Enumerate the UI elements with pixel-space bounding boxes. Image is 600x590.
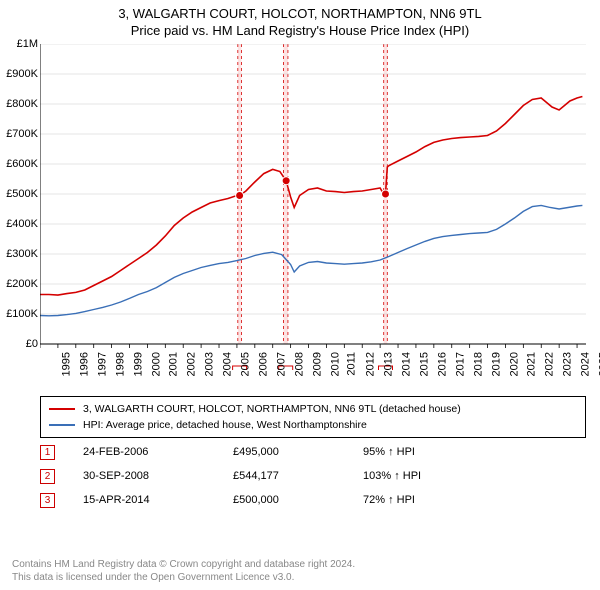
x-tick-label: 2008 [293, 352, 305, 376]
y-tick-label: £0 [4, 338, 38, 350]
x-tick-label: 2000 [150, 352, 162, 376]
x-tick-label: 2010 [329, 352, 341, 376]
y-tick-label: £300K [4, 248, 38, 260]
y-tick-label: £800K [4, 98, 38, 110]
legend-swatch-property [49, 408, 75, 410]
x-tick-label: 2012 [365, 352, 377, 376]
marker-badge-1: 1 [40, 445, 55, 460]
x-tick-label: 2003 [204, 352, 216, 376]
legend-text-property: 3, WALGARTH COURT, HOLCOT, NORTHAMPTON, … [83, 403, 461, 415]
transaction-hpi: 72% ↑ HPI [363, 494, 513, 506]
footer-attribution: Contains HM Land Registry data © Crown c… [12, 558, 355, 584]
y-tick-label: £900K [4, 68, 38, 80]
x-tick-label: 2006 [257, 352, 269, 376]
x-tick-label: 1997 [96, 352, 108, 376]
x-tick-label: 2013 [383, 352, 395, 376]
transaction-table: 1 24-FEB-2006 £495,000 95% ↑ HPI 2 30-SE… [40, 440, 586, 512]
transaction-price: £500,000 [233, 494, 363, 506]
x-tick-label: 2022 [544, 352, 556, 376]
x-tick-label: 2014 [401, 352, 413, 376]
chart-svg: 123 [40, 44, 586, 370]
legend-box: 3, WALGARTH COURT, HOLCOT, NORTHAMPTON, … [40, 396, 586, 438]
footer-line1: Contains HM Land Registry data © Crown c… [12, 558, 355, 571]
y-tick-label: £400K [4, 218, 38, 230]
transaction-date: 24-FEB-2006 [83, 446, 233, 458]
y-tick-label: £200K [4, 278, 38, 290]
y-tick-label: £100K [4, 308, 38, 320]
x-tick-label: 2004 [222, 352, 234, 376]
legend-text-hpi: HPI: Average price, detached house, West… [83, 419, 367, 431]
x-tick-label: 2007 [275, 352, 287, 376]
x-tick-label: 2016 [436, 352, 448, 376]
x-tick-label: 2020 [508, 352, 520, 376]
title-subtitle: Price paid vs. HM Land Registry's House … [0, 23, 600, 38]
title-address: 3, WALGARTH COURT, HOLCOT, NORTHAMPTON, … [0, 6, 600, 21]
y-tick-label: £500K [4, 188, 38, 200]
legend-row-property: 3, WALGARTH COURT, HOLCOT, NORTHAMPTON, … [49, 401, 577, 417]
transaction-hpi: 103% ↑ HPI [363, 470, 513, 482]
transaction-hpi: 95% ↑ HPI [363, 446, 513, 458]
x-tick-label: 2011 [346, 352, 358, 376]
x-tick-label: 1999 [132, 352, 144, 376]
transaction-price: £495,000 [233, 446, 363, 458]
y-tick-label: £700K [4, 128, 38, 140]
transaction-row: 1 24-FEB-2006 £495,000 95% ↑ HPI [40, 440, 586, 464]
x-tick-label: 2002 [186, 352, 198, 376]
transaction-date: 15-APR-2014 [83, 494, 233, 506]
x-tick-label: 2017 [454, 352, 466, 376]
legend-row-hpi: HPI: Average price, detached house, West… [49, 417, 577, 433]
marker-badge-3: 3 [40, 493, 55, 508]
y-tick-label: £1M [4, 38, 38, 50]
x-tick-label: 2015 [419, 352, 431, 376]
footer-line2: This data is licensed under the Open Gov… [12, 571, 355, 584]
x-tick-label: 1996 [78, 352, 90, 376]
x-tick-label: 2018 [472, 352, 484, 376]
x-tick-label: 2024 [580, 352, 592, 376]
y-tick-label: £600K [4, 158, 38, 170]
legend-swatch-hpi [49, 424, 75, 426]
transaction-row: 2 30-SEP-2008 £544,177 103% ↑ HPI [40, 464, 586, 488]
chart-title-block: 3, WALGARTH COURT, HOLCOT, NORTHAMPTON, … [0, 0, 600, 40]
x-tick-label: 2005 [240, 352, 252, 376]
chart-area: 123 [40, 44, 586, 370]
transaction-date: 30-SEP-2008 [83, 470, 233, 482]
x-tick-label: 2001 [168, 352, 180, 376]
x-tick-label: 2009 [311, 352, 323, 376]
x-tick-label: 1998 [114, 352, 126, 376]
x-tick-label: 2021 [526, 352, 538, 376]
marker-badge-2: 2 [40, 469, 55, 484]
transaction-price: £544,177 [233, 470, 363, 482]
transaction-row: 3 15-APR-2014 £500,000 72% ↑ HPI [40, 488, 586, 512]
x-tick-label: 2019 [490, 352, 502, 376]
x-tick-label: 2023 [562, 352, 574, 376]
x-tick-label: 1995 [60, 352, 72, 376]
